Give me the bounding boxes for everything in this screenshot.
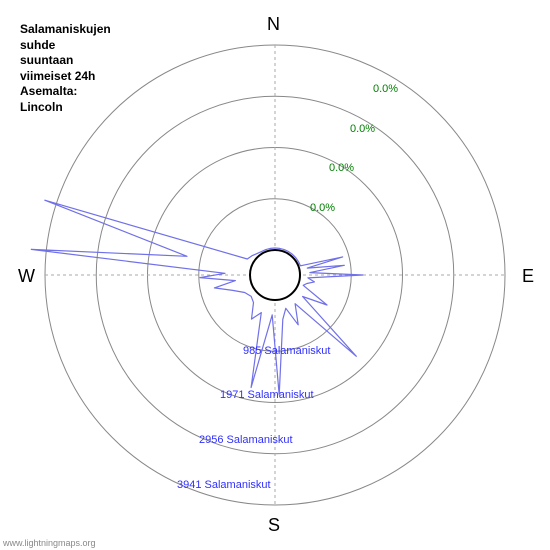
- ring-strikes-label: 2956 Salamaniskut: [199, 434, 293, 446]
- compass-north-label: N: [267, 14, 280, 35]
- title-line: suuntaan: [20, 53, 111, 69]
- ring-strikes-label: 985 Salamaniskut: [243, 345, 330, 357]
- title-line: Lincoln: [20, 100, 111, 116]
- ring-strikes-label: 1971 Salamaniskut: [220, 389, 314, 401]
- center-circle-group: [250, 250, 300, 300]
- title-line: Asemalta:: [20, 84, 111, 100]
- chart-container: Salamaniskujensuhdesuuntaanviimeiset 24h…: [0, 0, 550, 550]
- compass-south-label: S: [268, 515, 280, 536]
- ring-percent-label: 0.0%: [329, 162, 354, 174]
- title-line: Salamaniskujen: [20, 22, 111, 38]
- ring-percent-label: 0.0%: [350, 123, 375, 135]
- center-disc: [250, 250, 300, 300]
- title-line: suhde: [20, 38, 111, 54]
- title-line: viimeiset 24h: [20, 69, 111, 85]
- data-polyline-group: [31, 200, 363, 395]
- ring-percent-label: 0.0%: [373, 83, 398, 95]
- chart-title: Salamaniskujensuhdesuuntaanviimeiset 24h…: [20, 22, 111, 116]
- ring-strikes-label: 3941 Salamaniskut: [177, 479, 271, 491]
- footer-credit: www.lightningmaps.org: [3, 538, 96, 548]
- lightning-rose-polyline: [31, 200, 363, 395]
- ring-percent-label: 0.0%: [310, 202, 335, 214]
- compass-east-label: E: [522, 266, 534, 287]
- compass-west-label: W: [18, 266, 35, 287]
